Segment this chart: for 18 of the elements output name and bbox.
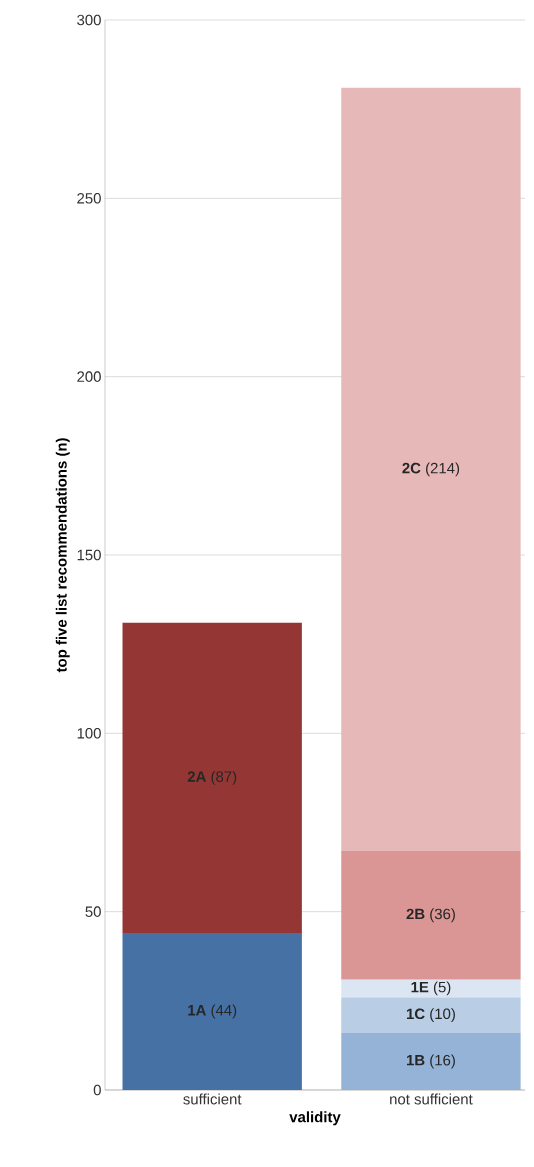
data-label: 1E (5) — [411, 981, 451, 996]
y-tick-label: 250 — [77, 193, 101, 204]
y-tick-label: 200 — [77, 371, 101, 382]
y-tick-label: 100 — [77, 728, 101, 739]
y-tick-label: 300 — [77, 14, 101, 26]
x-tick-label: sufficient — [183, 1093, 242, 1105]
data-label: 1A (44) — [188, 1004, 237, 1019]
y-tick-label: 150 — [77, 549, 101, 561]
y-axis-title: top five list recommendations (n) — [55, 438, 70, 673]
data-label: 1C (10) — [406, 1008, 455, 1023]
y-tick-label: 50 — [85, 906, 101, 917]
data-label: 2C (214) — [402, 462, 460, 477]
y-tick-label: 0 — [93, 1084, 101, 1096]
data-label: 1B (16) — [406, 1054, 455, 1069]
x-tick-label: not sufficient — [390, 1093, 473, 1105]
data-label: 2A (87) — [187, 770, 237, 785]
data-label: 2B (36) — [406, 908, 455, 923]
x-axis-title: validity — [289, 1111, 341, 1126]
